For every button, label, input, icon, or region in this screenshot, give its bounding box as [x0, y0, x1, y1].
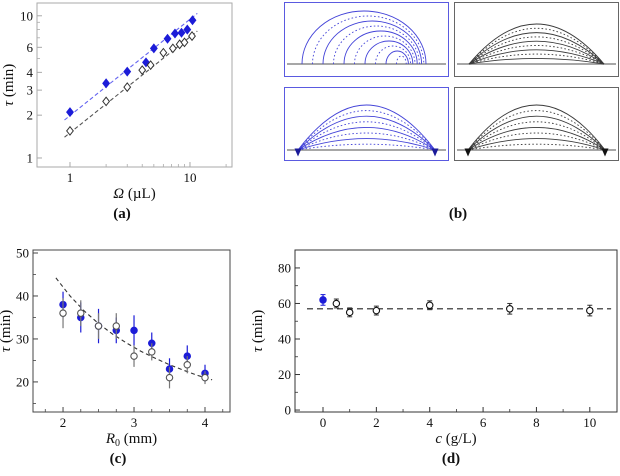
svg-text:τ (min): τ (min) — [252, 310, 266, 352]
drop-profile-box-top-right-black — [454, 2, 619, 77]
svg-text:10: 10 — [20, 8, 33, 23]
caption-d: (d) — [441, 451, 461, 467]
svg-text:1: 1 — [27, 150, 34, 165]
drop-profile-box-top-left-blue — [284, 2, 449, 77]
drop-profile-box-bottom-left-blue — [284, 87, 449, 161]
svg-text:0: 0 — [320, 415, 327, 430]
svg-text:2: 2 — [373, 415, 380, 430]
svg-text:80: 80 — [278, 260, 291, 275]
svg-text:40: 40 — [16, 288, 29, 303]
svg-text:3: 3 — [131, 415, 138, 430]
svg-text:c (g/L): c (g/L) — [435, 431, 476, 447]
svg-text:4: 4 — [202, 415, 209, 430]
svg-text:10: 10 — [183, 170, 196, 185]
caption-b: (b) — [448, 206, 468, 222]
svg-text:τ (min): τ (min) — [0, 310, 14, 352]
svg-text:20: 20 — [16, 374, 29, 389]
svg-text:60: 60 — [278, 296, 291, 311]
svg-text:1: 1 — [67, 170, 74, 185]
svg-text:10: 10 — [583, 415, 596, 430]
caption-c: (c) — [109, 451, 127, 467]
panel-c-chart: 2 3 4 20 30 40 50 R0 (mm) τ (min) — [0, 246, 231, 448]
svg-text:R0 (mm): R0 (mm) — [105, 431, 157, 448]
svg-text:2: 2 — [60, 415, 67, 430]
svg-text:40: 40 — [278, 331, 291, 346]
svg-text:2: 2 — [27, 108, 34, 123]
svg-text:4: 4 — [27, 65, 34, 80]
panel-d-chart: 0 2 4 6 8 10 0 20 40 60 80 c (g/L) τ (min) — [252, 249, 618, 447]
svg-text:4: 4 — [426, 415, 433, 430]
caption-a: (a) — [113, 206, 131, 222]
svg-text:6: 6 — [27, 40, 34, 55]
panel-a-loglog-chart: 1 10 1 2 3 4 6 10 Ω (µL) τ (min) — [1, 2, 233, 202]
svg-text:30: 30 — [16, 331, 29, 346]
svg-text:8: 8 — [533, 415, 540, 430]
svg-text:6: 6 — [480, 415, 487, 430]
svg-text:20: 20 — [278, 367, 291, 382]
svg-text:50: 50 — [16, 246, 29, 261]
svg-text:0: 0 — [285, 403, 292, 418]
svg-text:τ (min): τ (min) — [1, 64, 17, 106]
drop-profile-box-bottom-right-black — [454, 87, 619, 161]
svg-text:Ω (µL): Ω (µL) — [113, 186, 155, 202]
svg-text:3: 3 — [27, 83, 34, 98]
